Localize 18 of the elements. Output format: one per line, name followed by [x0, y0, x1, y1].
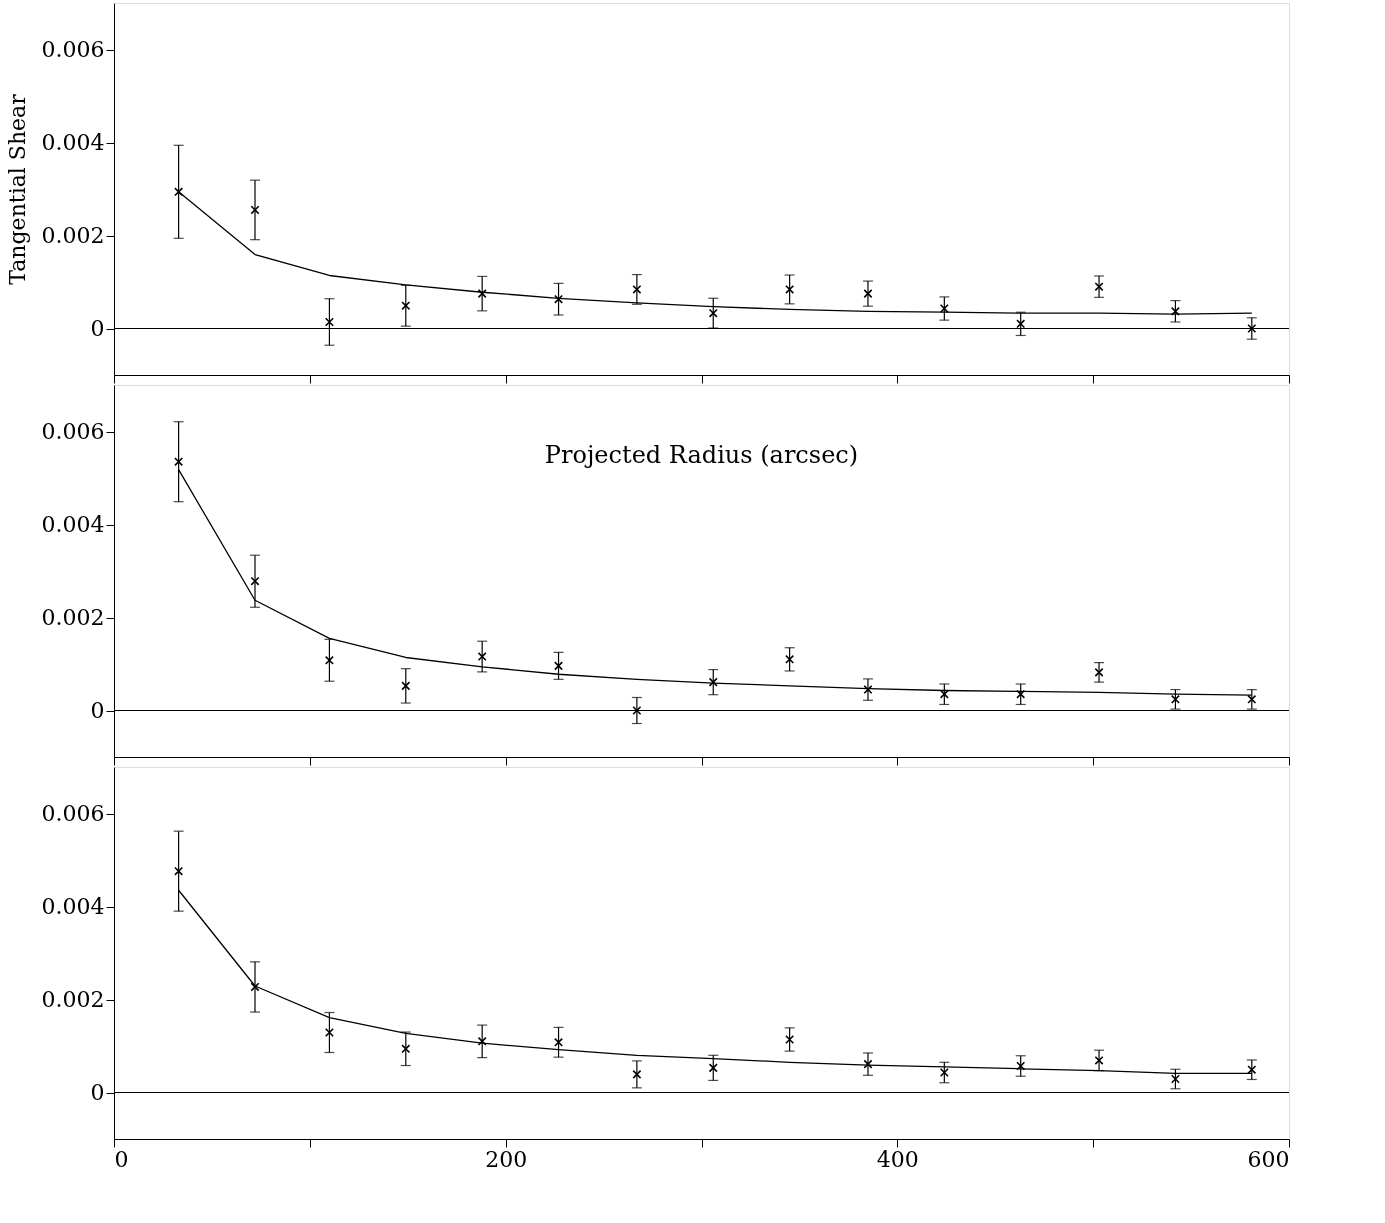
- annotation: Projected Radius (arcsec): [544, 440, 859, 469]
- y-tick-label: 0: [90, 316, 105, 341]
- x-tick-label: 200: [485, 1146, 528, 1172]
- x-tick-label: 0: [114, 1146, 129, 1172]
- y-tick-label: 0.004: [41, 130, 105, 155]
- x-tick-label: 600: [1247, 1146, 1290, 1172]
- y-tick-label: 0.006: [41, 801, 105, 826]
- x-tick-label: 400: [876, 1146, 919, 1172]
- y-axis-title: Tangential Shear: [4, 93, 30, 285]
- y-tick-label: 0.002: [41, 223, 105, 248]
- y-tick-label: 0.004: [41, 894, 105, 919]
- y-tick-label: 0.006: [41, 419, 105, 444]
- y-tick-label: 0.006: [41, 37, 105, 62]
- y-tick-label: 0.004: [41, 512, 105, 537]
- y-tick-label: 0: [90, 698, 105, 723]
- y-tick-label: 0: [90, 1080, 105, 1105]
- y-tick-label: 0.002: [41, 605, 105, 630]
- y-tick-label: 0.002: [41, 987, 105, 1012]
